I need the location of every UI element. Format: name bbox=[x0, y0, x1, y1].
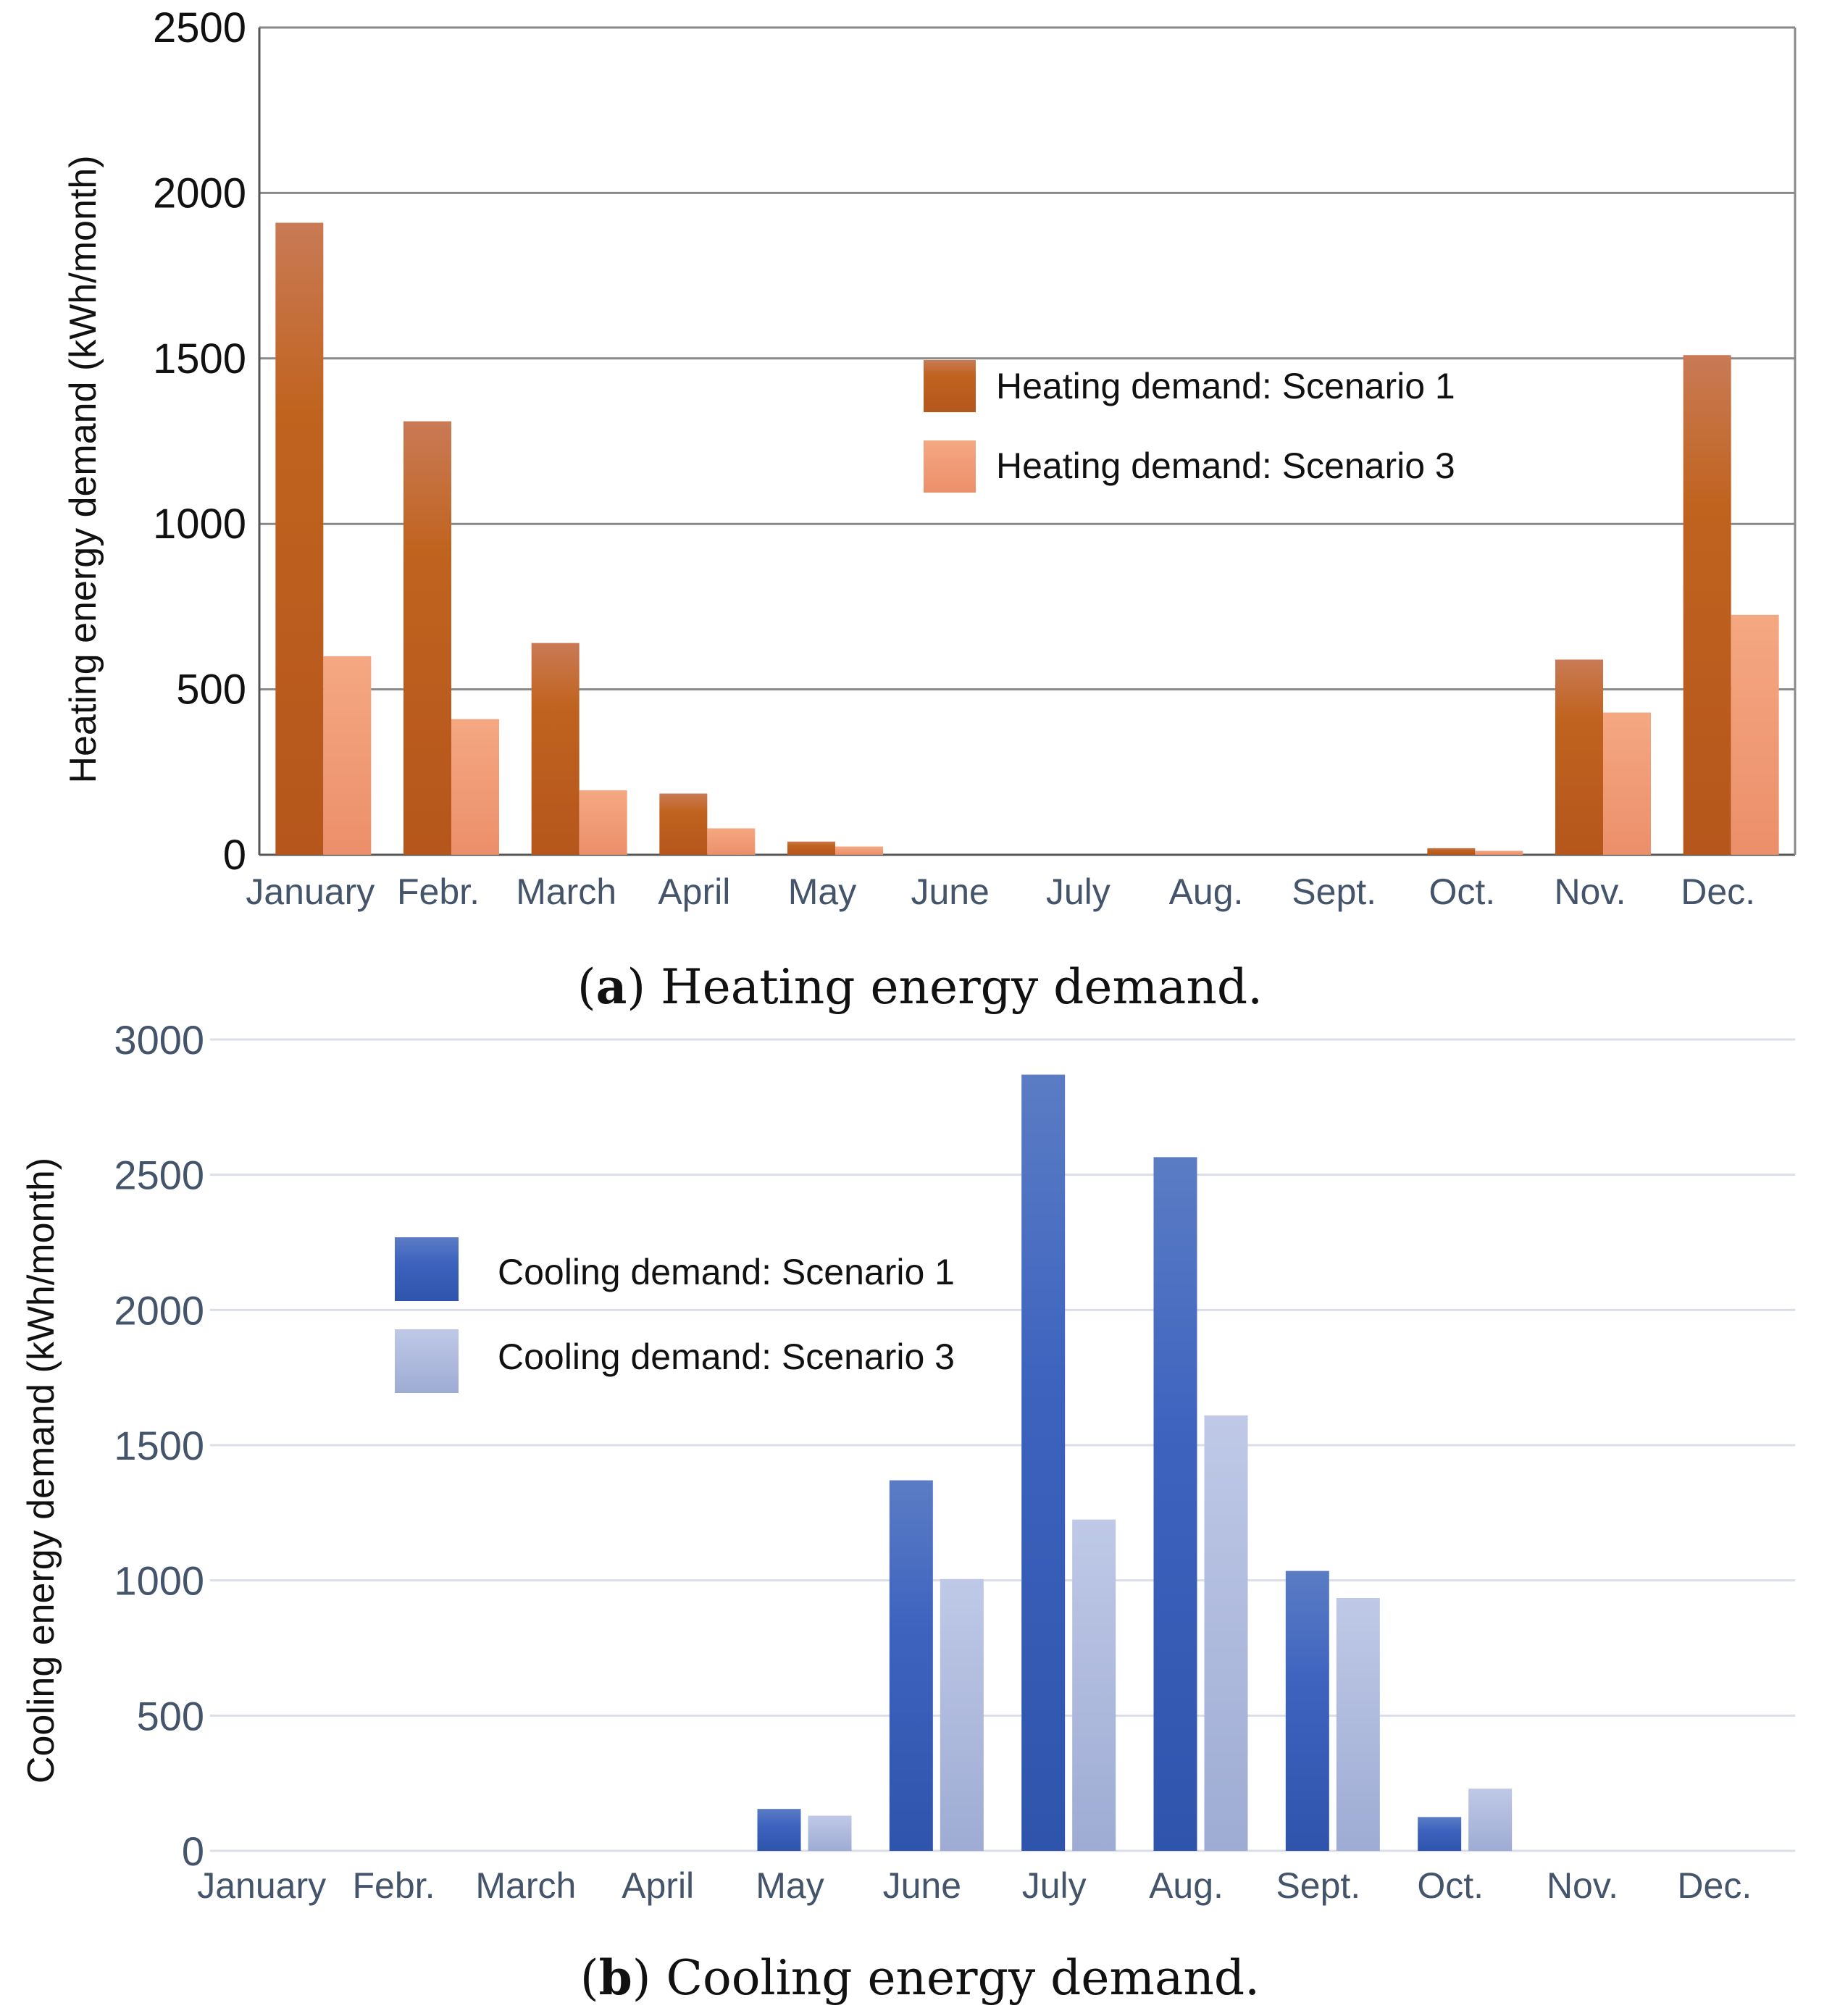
heating-bar-may-series-2 bbox=[835, 846, 883, 855]
cooling-y-tick-label-1000: 1000 bbox=[114, 1558, 204, 1604]
heating-x-ticks: January Febr. March April May June July Aug. Sep… bbox=[246, 871, 1755, 912]
cooling-x-tick-label-aug: Aug. bbox=[1149, 1865, 1224, 1906]
cooling-caption-text: Cooling energy demand. bbox=[666, 1950, 1260, 2006]
heating-x-tick-label-january: January bbox=[246, 871, 375, 912]
heating-y-tick-label-2500: 2500 bbox=[153, 4, 246, 51]
cooling-x-tick-label-may: May bbox=[756, 1865, 824, 1906]
cooling-x-tick-label-march: March bbox=[475, 1865, 576, 1906]
legend-swatch-cooling-scenario-3 bbox=[395, 1329, 459, 1393]
heating-legend: Heating demand: Scenario 1 Heating deman… bbox=[924, 360, 1455, 493]
heating-bar-may-series-1 bbox=[787, 841, 835, 855]
cooling-x-tick-label-sept: Sept. bbox=[1276, 1865, 1360, 1906]
legend-label-heating-scenario-1: Heating demand: Scenario 1 bbox=[996, 366, 1455, 406]
cooling-bar-sept-series-2 bbox=[1336, 1597, 1380, 1851]
cooling-y-ticks: 0 500 1000 1500 2000 2500 3000 bbox=[114, 1017, 204, 1874]
cooling-bar-june-series-1 bbox=[889, 1480, 933, 1851]
cooling-bar-oct-series-1 bbox=[1418, 1817, 1462, 1851]
cooling-y-tick-label-2000: 2000 bbox=[114, 1287, 204, 1333]
cooling-x-tick-label-febr: Febr. bbox=[353, 1865, 435, 1906]
cooling-y-tick-label-3000: 3000 bbox=[114, 1017, 204, 1063]
cooling-x-tick-label-nov: Nov. bbox=[1547, 1865, 1618, 1906]
heating-bar-january-series-1 bbox=[275, 222, 324, 856]
heating-caption-letter: a bbox=[596, 958, 627, 1015]
cooling-legend: Cooling demand: Scenario 1 Cooling deman… bbox=[395, 1237, 955, 1393]
cooling-bars bbox=[757, 1074, 1513, 1851]
cooling-x-tick-label-oct: Oct. bbox=[1417, 1865, 1484, 1906]
cooling-x-ticks: January Febr. March April May June July Aug. Sep… bbox=[197, 1865, 1752, 1906]
heating-y-axis-label: Heating energy demand (kWh/month) bbox=[62, 155, 104, 783]
cooling-bar-may-series-2 bbox=[808, 1815, 852, 1851]
cooling-bar-oct-series-2 bbox=[1468, 1789, 1513, 1851]
cooling-bar-july-series-2 bbox=[1072, 1519, 1116, 1851]
cooling-y-tick-label-500: 500 bbox=[137, 1693, 204, 1739]
heating-y-tick-label-500: 500 bbox=[176, 666, 246, 714]
heating-bar-nov-series-1 bbox=[1555, 659, 1603, 855]
cooling-y-axis-label: Cooling energy demand (kWh/month) bbox=[20, 1158, 62, 1783]
heating-y-tick-label-1000: 1000 bbox=[153, 501, 246, 548]
heating-x-tick-label-march: March bbox=[516, 871, 616, 912]
cooling-y-tick-label-2500: 2500 bbox=[114, 1153, 204, 1198]
heating-gridlines bbox=[258, 26, 1797, 856]
heating-x-tick-label-oct: Oct. bbox=[1429, 871, 1495, 912]
heating-x-tick-label-nov: Nov. bbox=[1554, 871, 1626, 912]
heating-bar-dec-series-1 bbox=[1683, 355, 1731, 855]
heating-y-tick-label-1500: 1500 bbox=[153, 335, 246, 382]
cooling-bar-sept-series-1 bbox=[1285, 1570, 1329, 1851]
heating-x-tick-label-febr: Febr. bbox=[397, 871, 480, 912]
heating-bars bbox=[275, 222, 1779, 856]
heating-x-tick-label-dec: Dec. bbox=[1681, 871, 1755, 912]
heating-bar-febr-series-2 bbox=[451, 719, 499, 855]
cooling-x-tick-label-june: June bbox=[883, 1865, 961, 1906]
cooling-x-tick-label-january: January bbox=[197, 1865, 326, 1906]
cooling-bar-may-series-1 bbox=[757, 1809, 801, 1851]
heating-x-tick-label-july: July bbox=[1046, 871, 1111, 912]
heating-x-tick-label-may: May bbox=[788, 871, 856, 912]
legend-label-cooling-scenario-1: Cooling demand: Scenario 1 bbox=[498, 1252, 955, 1292]
legend-swatch-heating-scenario-3 bbox=[924, 440, 976, 493]
cooling-bar-june-series-2 bbox=[940, 1578, 984, 1851]
legend-label-cooling-scenario-3: Cooling demand: Scenario 3 bbox=[498, 1337, 955, 1377]
heating-y-tick-label-2000: 2000 bbox=[153, 170, 246, 217]
cooling-caption-letter: b bbox=[599, 1949, 632, 2006]
heating-x-tick-label-april: April bbox=[658, 871, 730, 912]
heating-y-ticks: 0 500 1000 1500 2000 2500 bbox=[153, 4, 246, 879]
cooling-chart: 0 500 1000 1500 2000 2500 3000 January Febr. Mar… bbox=[20, 1017, 1795, 2006]
cooling-bar-aug-series-2 bbox=[1204, 1415, 1248, 1851]
cooling-bar-july-series-1 bbox=[1021, 1074, 1066, 1851]
cooling-x-tick-label-july: July bbox=[1022, 1865, 1087, 1906]
cooling-y-tick-label-1500: 1500 bbox=[114, 1423, 204, 1468]
heating-bar-oct-series-2 bbox=[1475, 850, 1523, 855]
heating-caption: (a) Heating energy demand. bbox=[577, 958, 1263, 1015]
legend-label-heating-scenario-3: Heating demand: Scenario 3 bbox=[996, 446, 1455, 486]
heating-y-tick-label-0: 0 bbox=[223, 832, 246, 879]
cooling-x-tick-label-april: April bbox=[622, 1865, 694, 1906]
heating-caption-text: Heating energy demand. bbox=[661, 959, 1263, 1015]
heating-x-tick-label-june: June bbox=[911, 871, 989, 912]
legend-swatch-cooling-scenario-1 bbox=[395, 1237, 459, 1301]
cooling-gridlines bbox=[210, 1038, 1795, 1852]
legend-swatch-heating-scenario-1 bbox=[924, 360, 976, 412]
heating-bar-febr-series-1 bbox=[403, 421, 451, 855]
heating-chart: 0 500 1000 1500 2000 2500 January Febr. March Ap… bbox=[62, 4, 1797, 1015]
heating-bar-january-series-2 bbox=[323, 656, 372, 855]
heating-bar-oct-series-1 bbox=[1427, 848, 1476, 855]
cooling-caption: (b) Cooling energy demand. bbox=[580, 1949, 1260, 2006]
heating-bar-april-series-2 bbox=[707, 828, 756, 855]
heating-bar-april-series-1 bbox=[659, 793, 708, 855]
heating-bar-dec-series-2 bbox=[1731, 614, 1779, 855]
heating-bar-march-series-1 bbox=[531, 643, 580, 855]
heating-bar-nov-series-2 bbox=[1603, 712, 1651, 855]
cooling-y-tick-label-0: 0 bbox=[182, 1828, 204, 1874]
cooling-bar-aug-series-1 bbox=[1153, 1157, 1197, 1851]
heating-x-tick-label-sept: Sept. bbox=[1292, 871, 1376, 912]
heating-x-tick-label-aug: Aug. bbox=[1169, 871, 1244, 912]
cooling-x-tick-label-dec: Dec. bbox=[1677, 1865, 1752, 1906]
heating-bar-march-series-2 bbox=[579, 790, 627, 855]
